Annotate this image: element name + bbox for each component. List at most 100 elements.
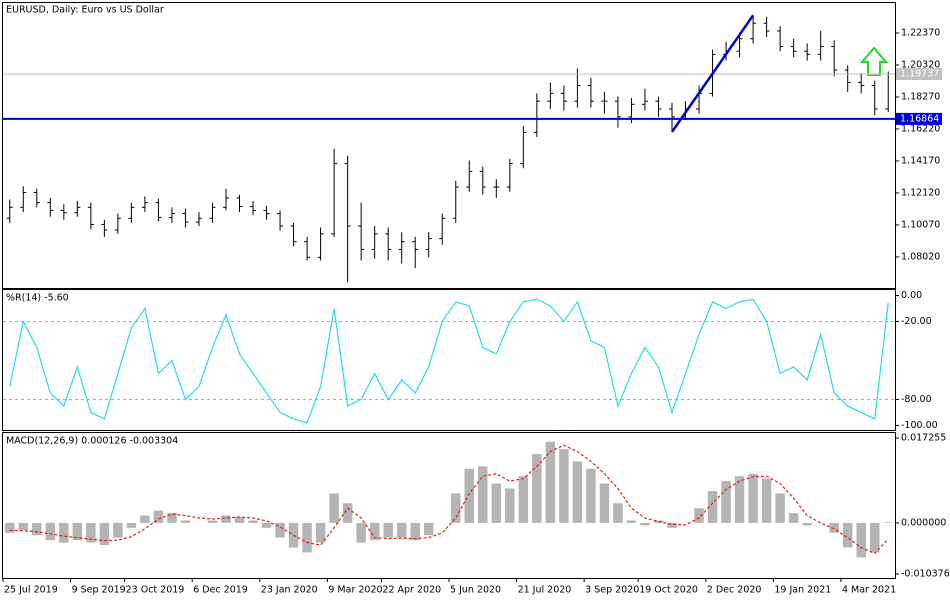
macd-bar: [491, 483, 502, 523]
x-tick-label: 5 Jun 2020: [450, 585, 501, 596]
macd-bar: [59, 522, 69, 543]
macd-bar: [167, 513, 177, 523]
wpr-pane: [2, 289, 896, 431]
y-tick-label: 0.00: [901, 290, 922, 301]
macd-bar: [207, 520, 218, 523]
level-box: [896, 112, 942, 125]
macd-bar: [329, 493, 339, 523]
x-tick-label: 21 Jul 2020: [518, 585, 572, 596]
macd-bar: [883, 522, 893, 523]
macd-bar: [99, 522, 110, 546]
macd-bar: [5, 522, 15, 533]
y-tick-label: 0.000000: [901, 517, 946, 528]
macd-bar: [126, 522, 137, 528]
macd-bar: [153, 510, 164, 523]
current-price-box: [896, 68, 942, 81]
macd-bar: [518, 476, 529, 523]
macd-bar: [342, 503, 353, 523]
macd-bar: [842, 522, 853, 548]
macd-bar: [775, 493, 785, 523]
current-price-label: 1.19737: [900, 69, 939, 80]
x-tick-label: 22 Apr 2020: [382, 585, 441, 596]
macd-bar: [478, 466, 488, 523]
y-tick-label: 1.10070: [901, 219, 940, 230]
macd-bar: [559, 449, 569, 523]
macd-title: MACD(12,26,9) 0.000126 -0.003304: [6, 436, 178, 447]
macd-bar: [869, 522, 880, 553]
macd-bar: [315, 522, 326, 543]
x-tick-label: 19 Oct 2020: [639, 585, 698, 596]
macd-bar: [721, 481, 731, 523]
x-tick-label: 6 Dec 2019: [193, 585, 248, 596]
macd-bar: [532, 454, 542, 523]
macd-bar: [113, 522, 123, 538]
macd-bar: [32, 522, 42, 536]
macd-bar: [829, 522, 839, 533]
macd-bar: [464, 468, 475, 523]
macd-bar: [18, 522, 29, 531]
macd-bar: [802, 522, 812, 526]
x-tick-label: 23 Oct 2019: [126, 585, 185, 596]
macd-bar: [221, 515, 231, 523]
up-arrow: [859, 46, 889, 76]
macd-bar: [667, 522, 677, 528]
x-tick-label: 9 Mar 2020: [328, 585, 382, 596]
wpr-title: %R(14) -5.60: [6, 293, 69, 304]
y-tick-label: -100.00: [901, 420, 938, 431]
y-tick-label: 1.08020: [901, 251, 940, 262]
price-pane: [2, 2, 896, 289]
x-tick-label: 4 Mar 2021: [842, 585, 896, 596]
macd-bar: [86, 522, 96, 543]
macd-bar: [275, 522, 285, 538]
y-tick-label: -0.010376: [901, 568, 950, 579]
macd-bar: [180, 520, 191, 523]
signal-line: [9, 444, 889, 555]
macd-bar: [626, 520, 637, 523]
y-tick-label: 1.18270: [901, 91, 940, 102]
level-label: 1.16864: [900, 113, 939, 124]
y-tick-label: 0.017255: [901, 433, 946, 444]
x-tick-label: 19 Jan 2021: [774, 585, 831, 596]
macd-bar: [761, 478, 772, 523]
macd-bar: [234, 517, 245, 523]
macd-bar: [545, 441, 556, 523]
y-tick-label: -20.00: [901, 316, 932, 327]
macd-bar: [599, 483, 610, 523]
macd-bar: [788, 513, 799, 523]
macd-bar: [586, 468, 596, 523]
macd-bar: [572, 461, 583, 523]
y-tick-label: 1.20320: [901, 59, 940, 70]
macd-bar: [396, 522, 407, 538]
wpr-line: [9, 298, 889, 424]
macd-bar: [707, 490, 718, 523]
macd-bar: [302, 522, 312, 553]
macd-bar: [613, 503, 623, 523]
macd-bar: [356, 522, 366, 543]
x-tick-label: 9 Sep 2019: [72, 585, 126, 596]
price-title: EURUSD, Daily: Euro vs US Dollar: [6, 5, 164, 16]
macd-bar: [140, 515, 150, 523]
trend-line: [670, 14, 755, 133]
macd-bar: [748, 473, 758, 523]
macd-bar: [423, 522, 434, 536]
macd-bar: [856, 522, 866, 558]
macd-bar: [505, 488, 515, 523]
y-tick-label: 1.12120: [901, 187, 940, 198]
macd-bar: [261, 522, 272, 528]
macd-bar: [640, 522, 650, 526]
y-tick-label: 1.16220: [901, 123, 940, 134]
macd-bar: [734, 476, 745, 523]
macd-bar: [383, 522, 393, 538]
x-tick-label: 23 Jan 2020: [261, 585, 318, 596]
y-tick-label: -80.00: [901, 394, 932, 405]
x-tick-label: 3 Sep 2020: [585, 585, 639, 596]
x-tick-label: 25 Jul 2019: [4, 585, 58, 596]
macd-bar: [72, 522, 83, 541]
y-tick-label: 1.22370: [901, 27, 940, 38]
x-tick-label: 2 Dec 2020: [707, 585, 762, 596]
macd-bar: [694, 508, 704, 523]
y-tick-label: 1.14170: [901, 155, 940, 166]
